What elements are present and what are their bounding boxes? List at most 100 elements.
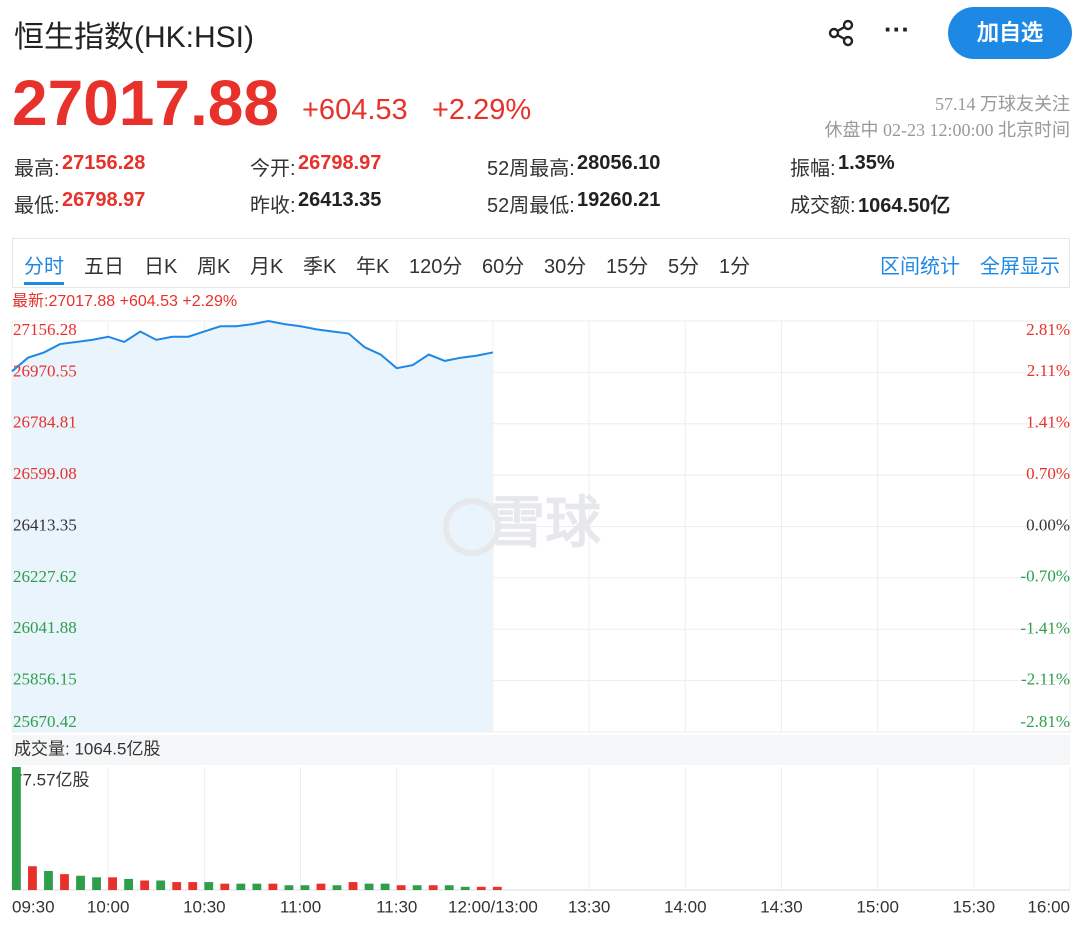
y-tick-label: 26041.88	[13, 618, 77, 637]
title: 恒生指数(HK:HSI)	[14, 21, 254, 54]
y2-tick-label: -2.11%	[1021, 670, 1070, 689]
status: 休盘中 02-23 12:00:00 北京时间	[824, 120, 1071, 140]
y-tick-label: 27156.28	[13, 320, 77, 339]
share-button[interactable]	[826, 18, 860, 48]
tab[interactable]: 30分	[544, 256, 587, 278]
tab[interactable]: 15分	[606, 256, 649, 278]
volume-bar	[156, 880, 166, 890]
x-tick-label: 09:30	[12, 897, 55, 916]
more-button[interactable]: ···	[884, 14, 910, 44]
volume-bar	[76, 875, 85, 890]
volume-bar	[332, 885, 342, 890]
volume-bar	[444, 885, 454, 890]
subtitle: 最新:27017.88 +604.53 +2.29%	[12, 292, 237, 310]
x-tick-label: 14:00	[664, 897, 707, 916]
volume-bar	[348, 882, 358, 890]
stat-value: 1.35%	[838, 152, 895, 174]
volume-bar	[44, 870, 53, 890]
x-tick-label: 10:00	[87, 897, 130, 916]
tab[interactable]: 5分	[668, 256, 700, 278]
x-tick-label: 15:30	[953, 897, 996, 916]
y-tick-label: 26599.08	[13, 464, 77, 483]
x-tick-label: 16:00	[1027, 897, 1070, 916]
volume-bar	[188, 882, 198, 890]
volume-bar	[236, 883, 246, 890]
stat-value: 27156.28	[62, 152, 146, 174]
stat-label: 今开:	[250, 158, 296, 180]
stat-label: 52周最低:	[487, 195, 575, 217]
tab[interactable]: 分时	[24, 256, 64, 278]
y-tick-label: 26970.55	[13, 361, 77, 380]
stat-label: 振幅:	[790, 158, 836, 180]
tab-bar	[12, 238, 1070, 288]
volume-bar	[284, 885, 294, 890]
volume-title: 成交量: 1064.5亿股	[14, 739, 160, 758]
y-tick-label: 26784.81	[13, 413, 77, 432]
stat-value: 28056.10	[577, 152, 661, 174]
tab[interactable]: 年K	[356, 256, 390, 278]
volume-header	[12, 735, 1070, 765]
stat-value: 26798.97	[62, 189, 146, 211]
y2-tick-label: -1.41%	[1020, 619, 1070, 638]
tab[interactable]: 五日	[84, 256, 124, 278]
stat-label: 昨收:	[250, 195, 296, 217]
tab-link[interactable]: 区间统计	[880, 256, 960, 278]
stat-label: 最低:	[14, 195, 60, 217]
volume-bar	[124, 878, 134, 890]
y-tick-label: 25670.42	[13, 712, 77, 731]
stat-label: 52周最高:	[487, 158, 575, 180]
x-tick-label: 11:30	[376, 897, 417, 916]
volume-bar	[268, 883, 278, 890]
x-tick-label: 14:30	[760, 897, 803, 916]
stat-label: 成交额:	[790, 195, 856, 217]
tab-link[interactable]: 全屏显示	[980, 256, 1060, 278]
volume-bar	[492, 886, 502, 890]
volume-bar	[460, 886, 470, 890]
volume-bar	[108, 877, 117, 890]
volume-bar	[220, 883, 230, 890]
y-tick-label: 77.57亿股	[13, 770, 90, 789]
price: 27017.88	[12, 67, 279, 139]
y2-tick-label: 0.70%	[1026, 464, 1070, 483]
volume-bar	[172, 882, 182, 890]
follow-button[interactable]: 加自选	[948, 7, 1072, 59]
x-tick-label: 15:00	[856, 897, 899, 916]
followers: 57.14 万球友关注	[935, 94, 1070, 114]
x-tick-label: 13:30	[568, 897, 611, 916]
watermark-logo	[443, 498, 501, 556]
volume-bar	[12, 767, 21, 890]
tab[interactable]: 周K	[197, 256, 231, 278]
x-tick-label: 10:30	[183, 897, 226, 916]
volume-bar	[140, 880, 150, 890]
stat-value: 19260.21	[577, 189, 661, 211]
tab[interactable]: 1分	[719, 256, 751, 278]
stat-value: 1064.50亿	[858, 195, 951, 217]
volume-bar	[300, 885, 310, 890]
tab[interactable]: 日K	[144, 256, 178, 278]
stat-label: 最高:	[14, 158, 60, 180]
volume-bar	[252, 883, 262, 890]
volume-bar	[364, 883, 374, 890]
tab[interactable]: 季K	[303, 256, 337, 278]
stat-value: 26413.35	[298, 189, 382, 211]
change: +604.53	[302, 94, 408, 126]
tab[interactable]: 60分	[482, 256, 525, 278]
volume-bar	[28, 866, 37, 890]
volume-bar	[396, 885, 406, 890]
x-tick-label: 12:00/13:00	[448, 897, 538, 916]
y2-tick-label: 2.81%	[1026, 320, 1070, 339]
y-tick-label: 26413.35	[13, 515, 77, 534]
y2-tick-label: 2.11%	[1027, 361, 1070, 380]
tab[interactable]: 120分	[409, 256, 463, 278]
x-tick-label: 11:00	[280, 897, 321, 916]
tab[interactable]: 月K	[250, 256, 284, 278]
change-pct: +2.29%	[432, 94, 532, 126]
volume-bar	[204, 882, 214, 890]
y2-tick-label: 1.41%	[1026, 412, 1070, 431]
y2-tick-label: 0.00%	[1026, 515, 1070, 534]
volume-bar	[316, 883, 326, 890]
tab-underline	[24, 282, 64, 285]
volume-bar	[92, 877, 101, 890]
